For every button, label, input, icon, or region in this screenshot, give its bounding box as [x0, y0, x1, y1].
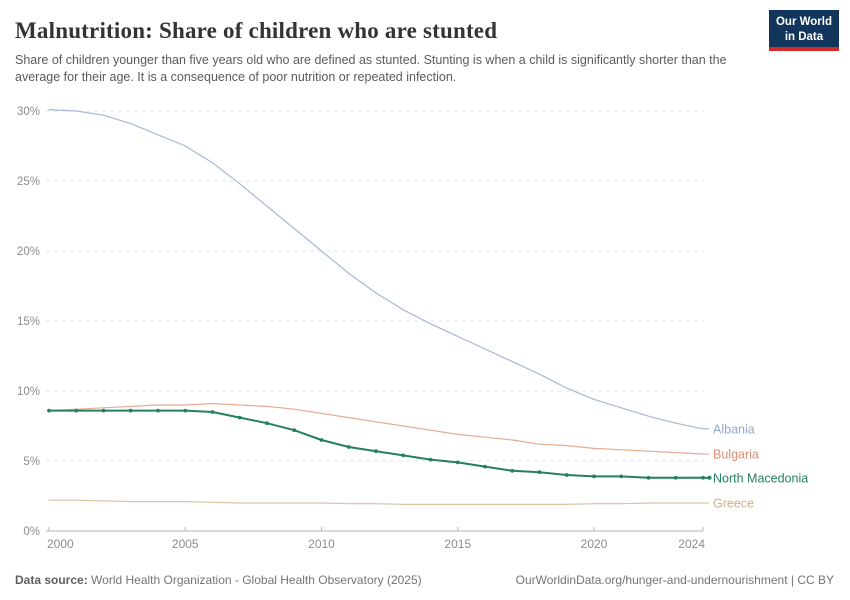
series-marker-north-macedonia — [292, 428, 297, 433]
data-source: Data source: World Health Organization -… — [15, 573, 422, 587]
series-line-albania[interactable] — [48, 109, 704, 430]
series-marker-north-macedonia — [455, 460, 460, 465]
series-end-label-albania[interactable]: Albania — [713, 422, 755, 436]
y-tick-label: 15% — [17, 316, 40, 328]
series-marker-north-macedonia — [428, 457, 433, 462]
series-marker-north-macedonia — [156, 408, 160, 413]
series-end-label-greece[interactable]: Greece — [713, 497, 754, 511]
series-marker-north-macedonia — [537, 470, 542, 475]
y-tick-label: 5% — [23, 456, 40, 468]
series-marker-north-macedonia — [564, 473, 569, 477]
series-line-north-macedonia[interactable] — [48, 409, 704, 479]
series-marker-north-macedonia — [374, 449, 378, 454]
owid-logo: Our World in Data — [768, 10, 839, 52]
series-marker-north-macedonia — [47, 408, 51, 413]
series-marker-north-macedonia — [510, 468, 515, 473]
data-source-text: World Health Organization - Global Healt… — [87, 573, 422, 587]
series-marker-north-macedonia — [183, 408, 188, 413]
owid-logo-line2: in Data — [784, 30, 824, 43]
y-tick-label: 25% — [17, 176, 40, 188]
chart-subtitle: Share of children younger than five year… — [15, 53, 727, 85]
series-line-bulgaria[interactable] — [48, 403, 704, 455]
series-marker-north-macedonia — [346, 445, 351, 449]
series-marker-north-macedonia — [646, 475, 651, 480]
y-tick-label: 10% — [17, 386, 40, 398]
owid-attribution-link[interactable]: OurWorldinData.org/hunger-and-undernouri… — [515, 573, 834, 587]
data-source-label: Data source: — [15, 573, 88, 587]
series-marker-north-macedonia — [265, 421, 269, 426]
x-tick-label: 2015 — [444, 537, 471, 551]
series-line-greece[interactable] — [48, 499, 704, 505]
series-marker-north-macedonia — [619, 474, 624, 479]
x-tick-label: 2010 — [308, 537, 335, 551]
chart-footer: Data source: World Health Organization -… — [15, 573, 834, 587]
x-tick-label: 2000 — [47, 537, 74, 551]
series-marker-north-macedonia — [319, 438, 324, 442]
x-tick-label: 2024 — [678, 537, 705, 551]
series-marker-north-macedonia — [401, 453, 406, 458]
series-end-dot — [707, 475, 712, 480]
x-tick-label: 2005 — [172, 537, 199, 551]
series-marker-north-macedonia — [101, 408, 106, 413]
series-end-label-bulgaria[interactable]: Bulgaria — [713, 448, 759, 462]
x-tick-label: 2020 — [581, 537, 608, 551]
series-marker-north-macedonia — [592, 474, 596, 479]
series-marker-north-macedonia — [210, 410, 215, 414]
page-title: Malnutrition: Share of children who are … — [15, 18, 498, 43]
y-tick-label: 30% — [17, 106, 40, 118]
series-marker-north-macedonia — [483, 464, 487, 469]
series-marker-north-macedonia — [237, 415, 242, 420]
series-marker-north-macedonia — [673, 475, 678, 480]
owid-logo-line1: Our World — [775, 16, 832, 28]
series-marker-north-macedonia — [74, 408, 79, 413]
y-tick-label: 0% — [23, 526, 40, 538]
series-marker-north-macedonia — [128, 408, 133, 413]
series-end-label-north-macedonia[interactable]: North Macedonia — [713, 471, 808, 485]
y-tick-label: 20% — [17, 246, 40, 258]
